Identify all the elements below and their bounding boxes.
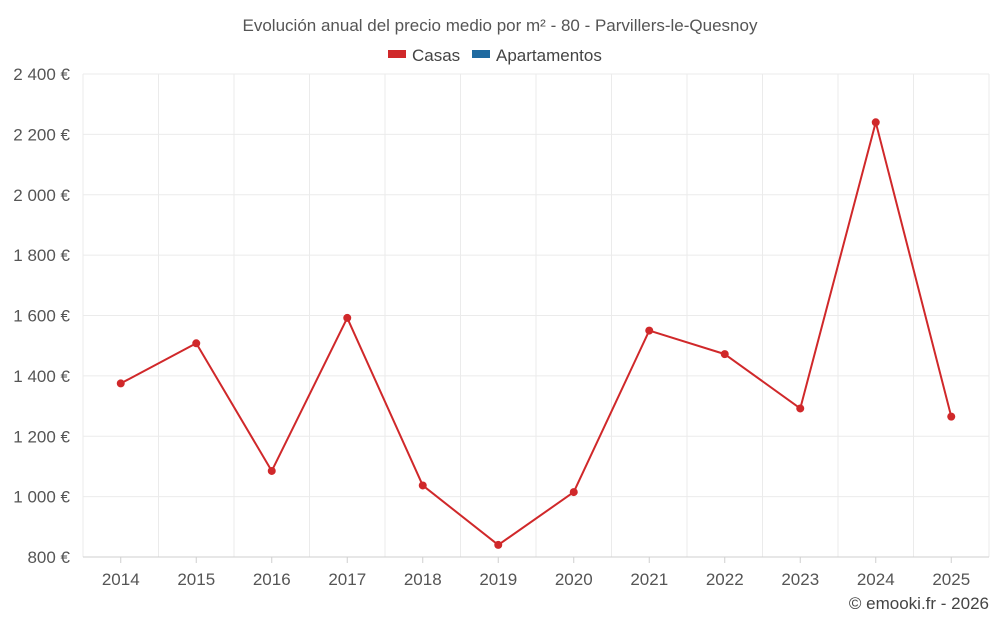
footer-credit: © emooki.fr - 2026 (849, 594, 989, 613)
data-point-2025[interactable] (947, 412, 956, 421)
data-point-2022[interactable] (720, 350, 729, 359)
x-tick-label: 2020 (555, 570, 593, 589)
x-tick-label: 2017 (328, 570, 366, 589)
x-tick-label: 2014 (102, 570, 140, 589)
x-tick-label: 2019 (479, 570, 517, 589)
y-tick-label: 1 200 € (13, 427, 70, 446)
data-point-2017[interactable] (343, 313, 352, 322)
x-tick-label: 2016 (253, 570, 291, 589)
legend: Casas Apartamentos (388, 46, 602, 65)
legend-item-apartamentos[interactable]: Apartamentos (472, 46, 602, 65)
series-casas (116, 118, 956, 549)
legend-label-apartamentos: Apartamentos (496, 46, 602, 65)
x-tick-label: 2018 (404, 570, 442, 589)
x-tick-label: 2023 (781, 570, 819, 589)
data-point-2019[interactable] (494, 540, 503, 549)
chart-title: Evolución anual del precio medio por m² … (243, 16, 758, 35)
legend-label-casas: Casas (412, 46, 460, 65)
axes: 800 € 1 000 € 1 200 € 1 400 € 1 600 € 1 800 €… (13, 65, 989, 589)
y-tick-label: 1 600 € (13, 307, 70, 326)
x-tick-label: 2022 (706, 570, 744, 589)
x-tick-label: 2021 (630, 570, 668, 589)
data-point-2023[interactable] (796, 404, 805, 413)
y-tick-label: 1 400 € (13, 367, 70, 386)
data-point-2015[interactable] (192, 339, 201, 348)
data-point-2014[interactable] (116, 379, 125, 388)
series-line-casas (120, 121, 953, 546)
y-tick-label: 1 000 € (13, 488, 70, 507)
data-point-2018[interactable] (418, 481, 427, 490)
y-tick-label: 2 000 € (13, 186, 70, 205)
x-tick-label: 2015 (177, 570, 215, 589)
data-point-2016[interactable] (267, 466, 276, 475)
data-point-2020[interactable] (569, 488, 578, 497)
y-tick-label: 2 400 € (13, 65, 70, 84)
legend-swatch-casas (388, 50, 406, 58)
x-tick-label: 2025 (932, 570, 970, 589)
grid (82, 73, 990, 557)
y-tick-label: 2 200 € (13, 125, 70, 144)
legend-swatch-apartamentos (472, 50, 490, 58)
data-point-2021[interactable] (645, 326, 654, 335)
x-tick-label: 2024 (857, 570, 895, 589)
data-point-2024[interactable] (871, 118, 880, 127)
y-tick-label: 800 € (27, 548, 70, 567)
legend-item-casas[interactable]: Casas (388, 46, 460, 65)
y-tick-label: 1 800 € (13, 246, 70, 265)
